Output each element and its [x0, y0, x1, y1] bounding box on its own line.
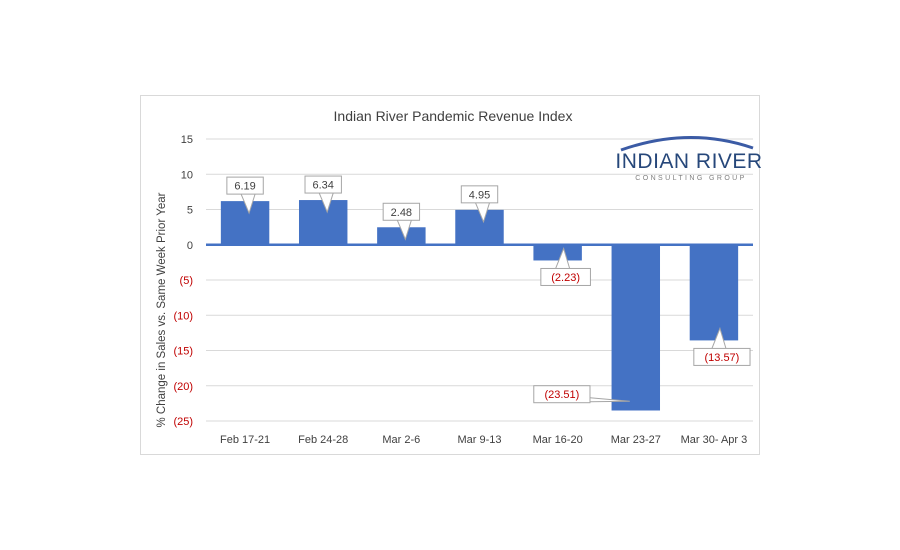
x-tick-label: Feb 24-28 [298, 434, 348, 446]
bar [298, 200, 348, 245]
bar [377, 227, 426, 245]
y-tick-label: 5 [187, 205, 193, 217]
data-label: 6.34 [313, 180, 334, 192]
y-tick-label: (25) [173, 416, 193, 428]
y-tick-label: 10 [181, 169, 193, 181]
x-tick-label: Mar 23-27 [611, 434, 661, 446]
y-tick-label: (5) [180, 275, 193, 287]
bar [220, 201, 270, 245]
bar [611, 244, 661, 411]
x-tick-label: Mar 9-13 [457, 434, 501, 446]
y-axis-label: % Change in Sales vs. Same Week Prior Ye… [156, 192, 168, 427]
y-tick-label: 15 [181, 134, 193, 146]
x-tick-label: Feb 17-21 [220, 434, 270, 446]
data-label-box [533, 385, 591, 404]
data-label: (13.57) [704, 352, 739, 364]
data-label-callout: (2.23) [540, 246, 591, 286]
logo: INDIAN RIVER CONSULTING GROUP [615, 136, 761, 182]
bar [455, 209, 504, 245]
x-axis-ticks: Feb 17-21 Feb 24-28 Mar 2-6 Mar 9-13 Mar 16-… [220, 434, 747, 446]
data-label-box [226, 176, 264, 195]
bar-chart: Indian River Pandemic Revenue Index % Ch… [156, 108, 761, 446]
data-label-pointer [240, 193, 256, 215]
x-tick-label: Mar 2-6 [382, 434, 420, 446]
data-label-callout: (13.57) [693, 326, 751, 366]
data-label-box [540, 267, 591, 286]
y-tick-label: (10) [173, 310, 193, 322]
data-label-box [693, 347, 751, 366]
data-label-callout: 2.48 [382, 202, 421, 241]
data-labels: 6.19 6.34 2.48 4.95 (2.23) (23.51) (13.57) [226, 175, 751, 404]
data-label-pointer [396, 220, 412, 241]
data-label-pointer [318, 192, 334, 214]
logo-arc [620, 136, 754, 152]
bar [533, 244, 582, 261]
data-label-box [304, 175, 342, 194]
y-tick-label: (15) [173, 346, 193, 358]
data-label: (2.23) [551, 272, 580, 284]
y-axis-ticks: 15 10 5 0 (5) (10) (15) (20) (25) [173, 134, 193, 428]
data-label-pointer [475, 202, 490, 224]
bar [689, 244, 739, 341]
data-label-callout: 6.19 [226, 176, 264, 215]
logo-subtitle: CONSULTING GROUP [635, 175, 746, 182]
data-label-pointer [711, 326, 727, 349]
bars [220, 200, 739, 411]
data-label-callout: (23.51) [533, 385, 630, 404]
data-label: 2.48 [391, 207, 412, 219]
chart-title: Indian River Pandemic Revenue Index [334, 108, 573, 124]
data-label: 4.95 [469, 189, 490, 201]
x-tick-label: Mar 16-20 [533, 434, 583, 446]
data-label-box [382, 202, 421, 221]
chart-frame: Indian River Pandemic Revenue Index % Ch… [140, 95, 761, 455]
y-tick-label: (20) [173, 381, 193, 393]
data-label-callout: 6.34 [304, 175, 342, 214]
data-label-pointer [555, 246, 571, 269]
data-label-pointer [589, 397, 630, 403]
logo-title: INDIAN RIVER [615, 150, 761, 173]
data-label: (23.51) [544, 389, 579, 401]
x-tick-label: Mar 30- Apr 3 [681, 434, 748, 446]
y-tick-label: 0 [187, 240, 193, 252]
data-label-callout: 4.95 [460, 185, 499, 224]
data-label: 6.19 [234, 181, 255, 193]
data-label-box [460, 185, 499, 204]
